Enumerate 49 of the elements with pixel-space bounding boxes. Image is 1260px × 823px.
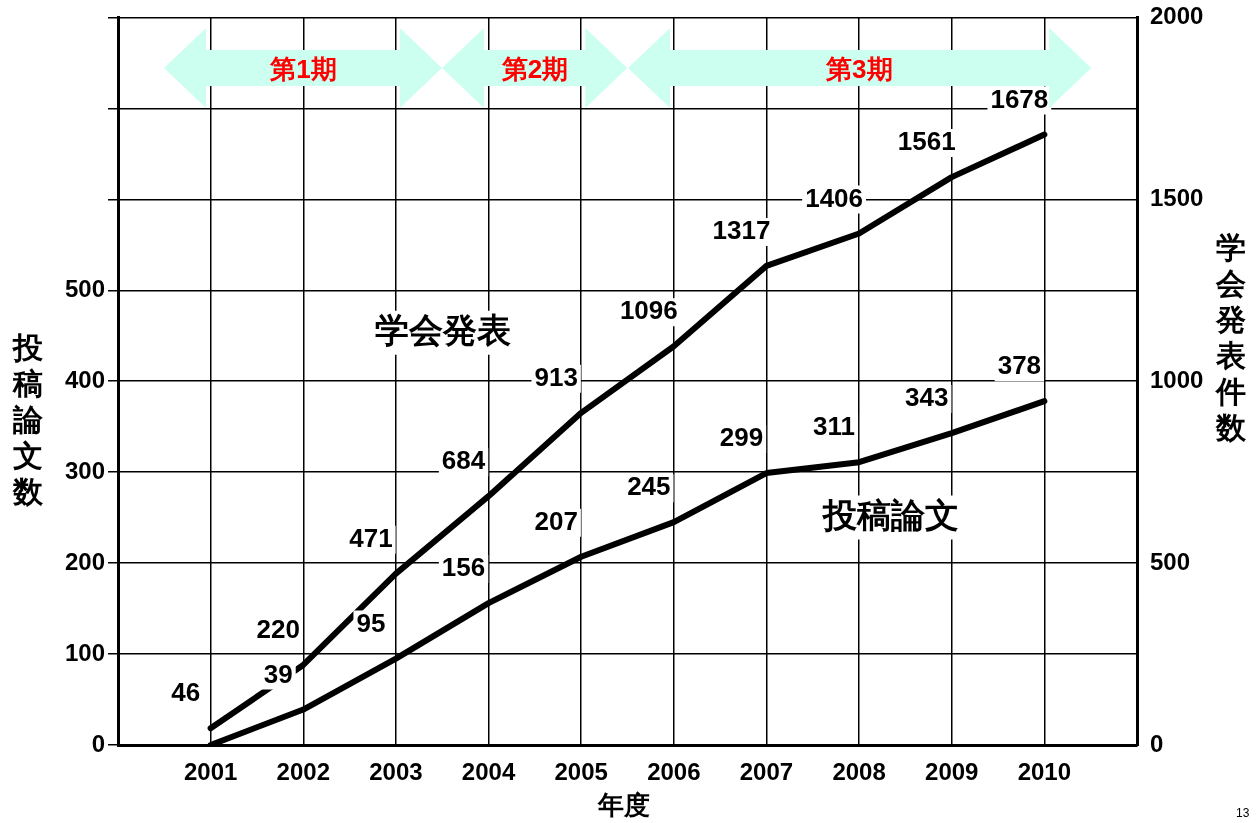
data-label: 220 xyxy=(256,614,300,645)
data-label: 95 xyxy=(356,607,386,638)
data-label: 1561 xyxy=(897,126,956,157)
y-tick-label: 200 xyxy=(64,547,105,575)
y-tick-label: 400 xyxy=(64,365,105,393)
data-label: 245 xyxy=(627,471,671,502)
data-label: 299 xyxy=(719,422,764,453)
data-label: 156 xyxy=(441,552,486,583)
y2-tick-label: 0 xyxy=(1150,729,1164,757)
annotation: 第3期 xyxy=(826,53,893,86)
y-tick-label: 0 xyxy=(91,729,105,757)
data-label: 1406 xyxy=(805,182,864,213)
x-tick-label: 2002 xyxy=(276,758,330,786)
x-tick-label: 2003 xyxy=(369,758,423,786)
text: 学会発表 xyxy=(375,311,512,350)
y-axis-title: 投稿論文数 xyxy=(12,330,44,510)
x-tick-label: 2004 xyxy=(461,758,516,786)
data-label: 207 xyxy=(534,505,578,536)
data-label: 378 xyxy=(997,350,1042,381)
data-label: 684 xyxy=(441,445,486,476)
series-label: 投稿論文 xyxy=(820,495,959,534)
x-tick-label: 2007 xyxy=(739,758,794,786)
y-tick-label: 300 xyxy=(64,456,105,484)
x-axis-title: 年度 xyxy=(597,789,650,822)
y2-tick-label: 1000 xyxy=(1150,365,1204,393)
x-tick-label: 2001 xyxy=(183,758,238,786)
x-tick-label: 2006 xyxy=(647,758,701,786)
data-label: 1096 xyxy=(619,295,678,326)
data-label: 343 xyxy=(905,382,949,413)
data-label: 913 xyxy=(534,362,578,393)
y-tick-label: 500 xyxy=(64,274,105,302)
data-label: 39 xyxy=(263,658,293,689)
data-label: 1678 xyxy=(990,83,1049,114)
y-tick-label: 100 xyxy=(64,638,105,666)
data-label: 1317 xyxy=(712,215,771,246)
y2-axis-title: 学会発表件数 xyxy=(1215,230,1247,446)
y2-tick-label: 500 xyxy=(1150,547,1191,575)
annotation: 第2期 xyxy=(501,53,569,86)
data-label: 46 xyxy=(171,677,201,708)
data-label: 471 xyxy=(349,522,393,553)
annotation: 第1期 xyxy=(270,53,337,86)
text: 13 xyxy=(1236,806,1250,820)
x-tick-label: 2005 xyxy=(554,758,608,786)
x-tick-label: 2009 xyxy=(925,758,979,786)
x-tick-label: 2008 xyxy=(832,758,886,786)
y2-tick-label: 2000 xyxy=(1150,2,1204,30)
data-label: 311 xyxy=(813,411,856,442)
x-tick-label: 2010 xyxy=(1017,758,1072,786)
y2-tick-label: 1500 xyxy=(1150,183,1204,211)
